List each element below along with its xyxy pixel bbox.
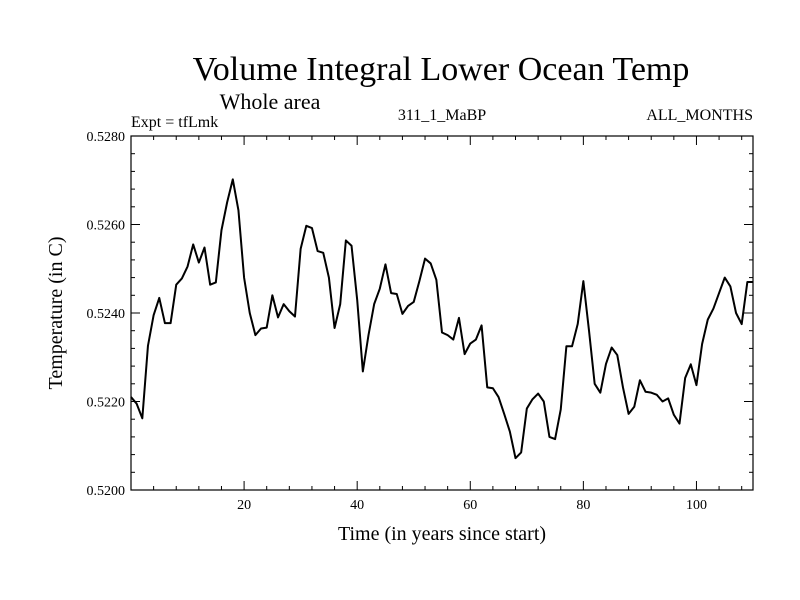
x-tick-label: 60 xyxy=(463,498,477,513)
run-label: 311_1_MaBP xyxy=(398,107,486,124)
temperature-series-line xyxy=(130,178,753,460)
y-tick-label: 0.5280 xyxy=(87,130,126,145)
experiment-label: Expt = tfLmk xyxy=(131,114,218,131)
x-axis-title: Time (in years since start) xyxy=(338,523,546,545)
x-tick-label: 20 xyxy=(237,498,251,513)
y-tick-label: 0.5260 xyxy=(87,219,126,234)
y-tick-label: 0.5220 xyxy=(87,396,126,411)
plot-frame-group xyxy=(130,135,754,491)
axis-ticks xyxy=(130,135,753,491)
y-axis-title: Temperature (in C) xyxy=(45,237,67,390)
x-tick-label: 80 xyxy=(576,498,590,513)
x-tick-label: 40 xyxy=(350,498,364,513)
period-label: ALL_MONTHS xyxy=(646,107,753,124)
axis-tick-labels: 20 40 60 80 100 0.5200 0.5220 0.5240 0.5260 0.528… xyxy=(87,130,707,513)
plot-area-frame xyxy=(130,135,754,491)
chart-subtitle: Whole area xyxy=(220,89,321,114)
y-tick-label: 0.5240 xyxy=(87,307,126,322)
x-tick-label: 100 xyxy=(686,498,707,513)
chart-title: Volume Integral Lower Ocean Temp xyxy=(193,51,690,88)
y-tick-label: 0.5200 xyxy=(87,484,126,499)
